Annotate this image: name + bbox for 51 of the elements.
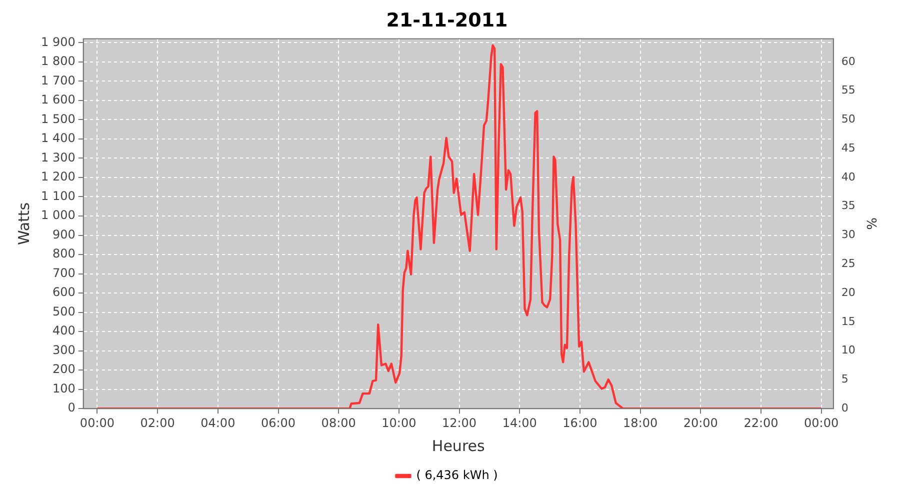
- x-axis-title: Heures: [432, 436, 486, 455]
- y2-tick-label: 5: [841, 372, 848, 386]
- y2-tick-label: 0: [841, 401, 848, 414]
- y-tick-label: 300: [52, 342, 76, 357]
- legend-label: ( 6,436 kWh ): [416, 468, 498, 482]
- y-tick-label: 1 600: [40, 92, 76, 107]
- x-tick-label: 12:00: [442, 416, 477, 430]
- x-tick-label: 22:00: [744, 416, 778, 430]
- y-tick-label: 1 700: [40, 73, 76, 88]
- y-tick-label: 400: [52, 324, 76, 338]
- x-tick-label: 18:00: [623, 416, 658, 430]
- x-tick-label: 16:00: [562, 416, 598, 430]
- y-tick-label: 1 200: [40, 170, 76, 184]
- y-tick-label: 500: [52, 304, 76, 318]
- y-tick-label: 1 900: [40, 34, 76, 49]
- y2-tick-label: 35: [841, 199, 856, 212]
- y2-axis-title: %: [862, 218, 878, 230]
- y2-tick-label: 25: [841, 257, 856, 270]
- x-tick-label: 00:00: [80, 416, 115, 430]
- y2-tick-label: 30: [841, 228, 856, 242]
- y2-tick-label: 40: [841, 170, 856, 184]
- y-axis-title: Watts: [14, 202, 33, 246]
- y-tick-label: 1 800: [40, 54, 76, 68]
- y-tick-label: 1 300: [40, 150, 76, 164]
- y2-tick-label: 55: [841, 84, 856, 97]
- y-tick-label: 1 100: [40, 188, 76, 203]
- x-tick-label: 10:00: [382, 416, 416, 430]
- x-tick-label: 04:00: [200, 416, 236, 430]
- y-tick-label: 100: [52, 381, 76, 396]
- chart-title: 21-11-2011: [386, 9, 508, 32]
- y-tick-label: 700: [52, 266, 76, 280]
- y2-tick-label: 60: [841, 54, 856, 68]
- x-tick-label: 02:00: [140, 416, 175, 430]
- y-tick-label: 1 400: [40, 131, 76, 146]
- x-tick-label: 14:00: [502, 416, 537, 430]
- y2-tick-label: 10: [841, 344, 856, 357]
- y-tick-label: 1 000: [40, 208, 76, 222]
- y2-tick-label: 20: [841, 286, 856, 299]
- x-tick-label: 20:00: [683, 416, 718, 430]
- y-tick-label: 800: [52, 246, 76, 261]
- y-tick-label: 1 500: [40, 112, 76, 126]
- y-tick-label: 200: [52, 362, 76, 376]
- x-tick-label: 06:00: [260, 416, 296, 430]
- y2-tick-label: 15: [841, 314, 856, 328]
- y-tick-label: 900: [52, 227, 76, 242]
- y-tick-label: 0: [68, 400, 76, 415]
- y2-tick-label: 45: [841, 141, 856, 154]
- y2-tick-label: 50: [841, 112, 856, 126]
- x-tick-label: 08:00: [321, 416, 356, 430]
- y-tick-label: 600: [52, 285, 76, 300]
- x-tick-label: 00:00: [804, 416, 839, 430]
